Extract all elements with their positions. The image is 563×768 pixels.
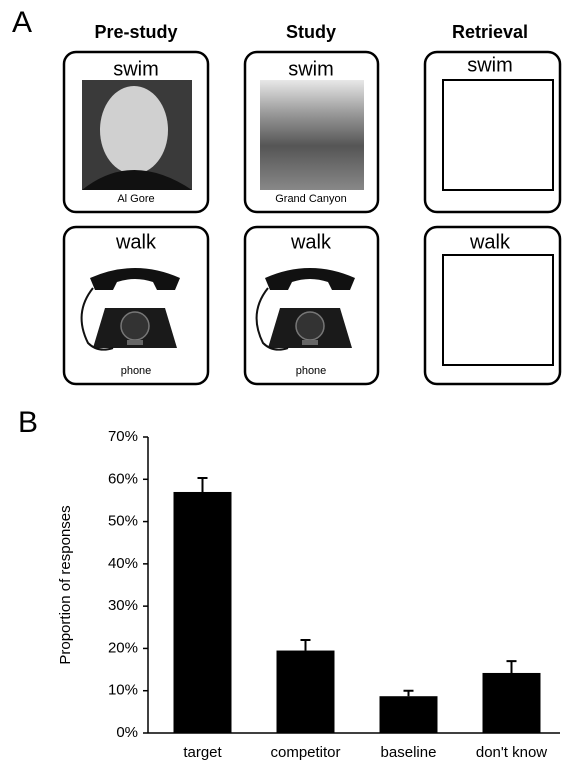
column-header: Pre-study — [94, 22, 177, 42]
column-header: Study — [286, 22, 336, 42]
panel-label: A — [12, 6, 32, 39]
figure: A B Pre-study Study Retrieval swim Al Go… — [0, 0, 563, 768]
x-tick-label: baseline — [381, 744, 437, 761]
error-bar — [507, 661, 517, 673]
caption: Grand Canyon — [275, 193, 347, 205]
column-header: Retrieval — [452, 22, 528, 42]
bar — [277, 651, 335, 733]
panel-label: B — [18, 406, 38, 439]
bar — [174, 492, 232, 733]
bar — [483, 673, 541, 733]
y-axis-label: Proportion of responses — [57, 505, 74, 664]
y-tick-label: 40% — [108, 555, 138, 572]
cue-word: walk — [469, 231, 511, 253]
face-image — [100, 86, 168, 174]
canyon-image — [260, 80, 364, 190]
x-tick-label: competitor — [270, 744, 340, 761]
cue-word: walk — [115, 231, 157, 253]
error-bar — [198, 478, 208, 492]
caption: Al Gore — [117, 193, 154, 205]
cue-word: swim — [288, 58, 334, 80]
y-tick-label: 30% — [108, 597, 138, 614]
x-tick-label: don't know — [476, 744, 547, 761]
y-tick-label: 60% — [108, 470, 138, 487]
y-tick-label: 10% — [108, 682, 138, 699]
x-tick-label: target — [183, 744, 222, 761]
cue-word: swim — [113, 58, 159, 80]
caption: phone — [121, 365, 152, 377]
caption: phone — [296, 365, 327, 377]
y-tick-label: 50% — [108, 513, 138, 530]
cue-word: walk — [290, 231, 332, 253]
y-tick-label: 20% — [108, 639, 138, 656]
error-bar — [404, 691, 414, 696]
error-bar — [301, 640, 311, 651]
bar — [380, 696, 438, 733]
y-tick-label: 70% — [108, 428, 138, 445]
cue-word: swim — [467, 54, 513, 76]
y-tick-label: 0% — [116, 724, 138, 741]
